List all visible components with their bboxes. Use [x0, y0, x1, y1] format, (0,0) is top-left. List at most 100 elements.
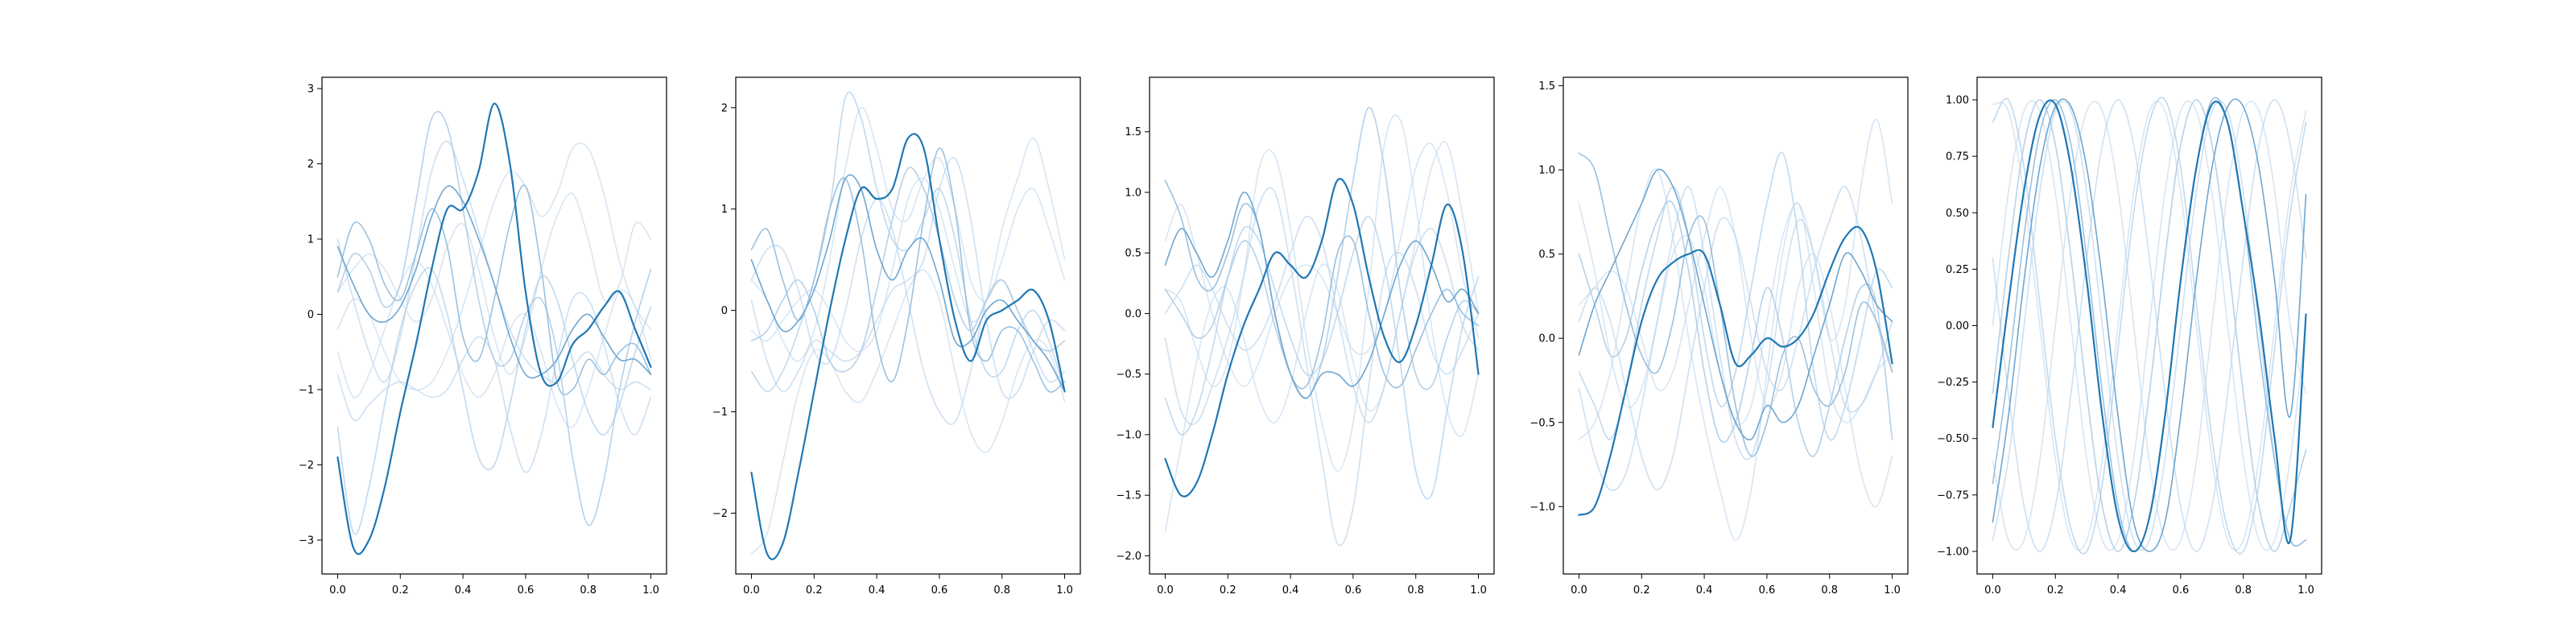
- y-tick-label: 2: [308, 159, 314, 171]
- x-tick-label: 0.8: [1821, 584, 1838, 597]
- x-tick-label: 0.8: [580, 584, 597, 597]
- series-line-1: [1164, 141, 1480, 533]
- x-tick-label: 1.0: [2297, 584, 2314, 597]
- series-line-10: [336, 102, 652, 555]
- y-tick-label: 0.00: [1946, 320, 1969, 332]
- y-tick-label: −0.75: [1937, 489, 1969, 502]
- x-tick-label: 0.2: [1220, 584, 1236, 597]
- x-tick-label: 0.2: [1633, 584, 1650, 597]
- x-tick-label: 0.0: [1984, 584, 2001, 597]
- series-line-6: [336, 267, 652, 535]
- y-tick-label: 1.0: [1125, 187, 1141, 199]
- series-line-2: [336, 192, 652, 376]
- y-tick-label: 1.5: [1538, 80, 1555, 93]
- series-line-9: [1164, 192, 1480, 399]
- series-line-10: [750, 133, 1066, 560]
- x-tick-label: 0.6: [1345, 584, 1362, 597]
- y-tick-label: 0.25: [1946, 264, 1969, 276]
- series-line-7: [1164, 106, 1480, 399]
- y-tick-label: 1.5: [1125, 126, 1141, 138]
- x-tick-label: 0.4: [1696, 584, 1713, 597]
- y-tick-label: 3: [308, 84, 314, 96]
- x-tick-label: 0.4: [869, 584, 886, 597]
- x-tick-label: 0.8: [2235, 584, 2252, 597]
- y-tick-label: −0.5: [1116, 369, 1141, 381]
- y-tick-label: −1.00: [1937, 546, 1969, 558]
- y-tick-label: 0.75: [1946, 151, 1969, 163]
- x-tick-label: 0.8: [993, 584, 1010, 597]
- series-line-10: [1164, 178, 1480, 497]
- series-line-9: [336, 185, 652, 379]
- series-line-6: [1992, 97, 2307, 555]
- x-tick-label: 0.6: [1759, 584, 1776, 597]
- y-tick-label: −2: [299, 460, 314, 472]
- y-tick-label: −1: [712, 407, 728, 419]
- series-line-7: [1578, 200, 1893, 457]
- x-tick-label: 0.6: [518, 584, 535, 597]
- series-line-3: [1992, 101, 2307, 551]
- x-tick-label: 0.4: [2110, 584, 2127, 597]
- series-line-10: [1992, 99, 2307, 553]
- y-tick-label: 1.00: [1946, 95, 1969, 107]
- series-line-5: [750, 156, 1066, 399]
- y-tick-label: −1.0: [1116, 429, 1141, 441]
- y-tick-label: −1.5: [1116, 490, 1141, 502]
- series-line-6: [1578, 151, 1893, 441]
- x-tick-label: 0.6: [2173, 584, 2190, 597]
- y-tick-label: 1.0: [1538, 165, 1555, 177]
- y-tick-label: −0.25: [1937, 377, 1969, 389]
- series-line-3: [750, 106, 1066, 362]
- y-tick-label: 2: [721, 102, 728, 114]
- axes-frame: [321, 76, 667, 575]
- axes-frame: [1563, 76, 1909, 575]
- x-tick-label: 0.2: [2047, 584, 2064, 597]
- series-line-4: [1164, 187, 1480, 547]
- y-tick-label: −2.0: [1116, 551, 1141, 563]
- axes-frame: [735, 76, 1081, 575]
- series-line-7: [750, 167, 1066, 373]
- x-tick-label: 0.0: [1571, 584, 1587, 597]
- series-line-2: [1578, 168, 1893, 541]
- series-group: [1992, 97, 2307, 555]
- subplot-5: 0.0 0.2 0.4 0.6 0.8 1.0 −1.00 −0.75 −0.50 −0.25 0.…: [1937, 76, 2322, 597]
- y-tick-label: 1: [721, 204, 728, 216]
- y-tick-label: 0.5: [1125, 248, 1141, 260]
- x-tick-label: 0.8: [1407, 584, 1424, 597]
- y-tick-label: −3: [299, 535, 314, 547]
- series-line-9: [1578, 168, 1893, 441]
- x-tick-label: 0.0: [1157, 584, 1174, 597]
- series-line-7: [1992, 99, 2307, 552]
- series-line-3: [336, 261, 652, 428]
- x-tick-label: 0.2: [806, 584, 823, 597]
- subplot-4: 0.0 0.2 0.4 0.6 0.8 1.0 −1.0 −0.5 0.0 0.5 1.0 1.5: [1530, 76, 1909, 597]
- x-tick-label: 0.2: [392, 584, 409, 597]
- x-tick-label: 0.0: [329, 584, 346, 597]
- x-tick-label: 0.4: [455, 584, 472, 597]
- x-tick-label: 1.0: [642, 584, 659, 597]
- y-tick-label: 0.50: [1946, 208, 1969, 220]
- y-tick-label: 0.5: [1538, 249, 1555, 261]
- y-tick-label: 0: [721, 305, 728, 317]
- x-tick-label: 0.0: [743, 584, 760, 597]
- series-line-9: [1992, 98, 2307, 552]
- series-line-7: [336, 110, 652, 526]
- series-line-8: [1578, 152, 1893, 457]
- series-line-10: [1578, 225, 1893, 516]
- subplot-3: 0.0 0.2 0.4 0.6 0.8 1.0 −2.0 −1.5 −1.0 −0.5 0.0 0.5…: [1116, 76, 1495, 597]
- series-group: [336, 102, 652, 555]
- series-line-8: [750, 147, 1066, 393]
- series-line-3: [1578, 186, 1893, 508]
- series-line-6: [1164, 216, 1480, 500]
- series-group: [1164, 106, 1480, 547]
- y-tick-label: −0.50: [1937, 433, 1969, 445]
- series-line-1: [1992, 100, 2307, 551]
- subplot-2: 0.0 0.2 0.4 0.6 0.8 1.0 −2 −1 0 1 2: [712, 76, 1081, 597]
- y-tick-label: 0.0: [1125, 308, 1141, 320]
- series-line-8: [1164, 180, 1480, 390]
- y-tick-label: 1: [308, 233, 314, 246]
- series-line-9: [750, 174, 1066, 393]
- y-tick-label: −2: [712, 508, 728, 520]
- x-tick-label: 1.0: [1884, 584, 1901, 597]
